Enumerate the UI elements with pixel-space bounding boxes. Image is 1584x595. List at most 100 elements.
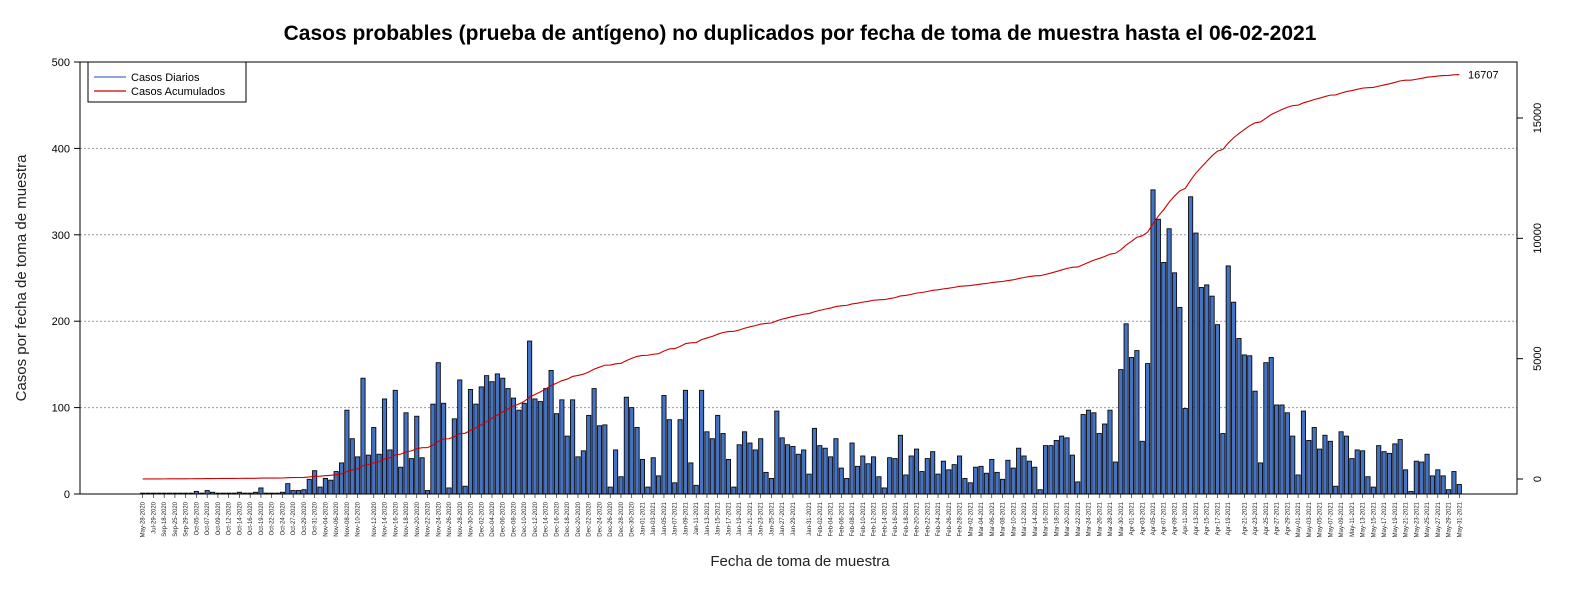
x-tick-label: Mar-20-2021 (1065, 501, 1071, 536)
x-tick-label: Jan-29-2021 (791, 501, 797, 535)
bar (1274, 404, 1280, 495)
bar (881, 487, 887, 495)
x-tick-label: Feb-16-2021 (893, 501, 899, 536)
x-tick-label: Feb-04-2021 (829, 501, 835, 536)
bar (559, 399, 565, 495)
bar (967, 482, 973, 495)
bar (521, 402, 527, 495)
x-tick-label: Apr-21-2021 (1242, 501, 1248, 535)
y-tick-label: 400 (52, 143, 70, 155)
x-tick-label: Jan-13-2021 (705, 501, 711, 535)
x-tick-label: Dec-28-2020 (619, 501, 625, 536)
x-tick-label: Jan-21-2021 (748, 501, 754, 535)
bar (1085, 409, 1092, 495)
gridlines (80, 147, 1517, 409)
bar (1360, 450, 1366, 495)
bar (1059, 435, 1065, 495)
bar (312, 470, 318, 495)
bar (328, 479, 334, 495)
bar (1333, 485, 1339, 495)
bar (1343, 435, 1349, 495)
bar (704, 431, 710, 495)
bar (1075, 481, 1081, 495)
x-tick-label: Feb-12-2021 (872, 501, 878, 536)
bar (699, 389, 705, 495)
bar (596, 425, 603, 495)
bar (1193, 232, 1199, 495)
bar (817, 445, 823, 495)
y2-tick-label: 0 (1532, 476, 1544, 482)
bar (1225, 265, 1231, 495)
legend: Casos Diarios Casos Acumulados (87, 61, 247, 103)
bar (527, 340, 533, 495)
bar (887, 457, 893, 495)
x-tick-label: Dec-24-2020 (597, 501, 603, 536)
bar (586, 414, 592, 495)
bar (435, 362, 441, 495)
x-tick-label: Dec-10-2020 (522, 501, 528, 536)
x-tick-label: Oct-09-2020 (216, 501, 222, 535)
x-tick-label: Mar-30-2021 (1119, 501, 1125, 536)
bar (570, 399, 576, 495)
bar (1145, 363, 1151, 495)
bar (1107, 409, 1113, 495)
bar (516, 409, 522, 495)
bar (919, 471, 925, 495)
bar (930, 451, 936, 495)
bar (500, 377, 506, 495)
bar (204, 490, 210, 495)
bar (688, 462, 694, 495)
x-tick-label: Feb-26-2021 (947, 501, 953, 536)
bar (414, 415, 420, 495)
x-tick-label: Dec-16-2020 (554, 501, 560, 536)
x-tick-label: Jan-27-2021 (780, 501, 786, 535)
x-tick-label: May-03-2021 (1307, 501, 1313, 537)
bar (720, 433, 726, 495)
x-tick-label: Nov-10-2020 (356, 501, 362, 536)
bar (1365, 476, 1371, 495)
bar (849, 442, 855, 495)
x-tick-label: Apr-23-2021 (1253, 501, 1259, 535)
bar (355, 456, 361, 495)
final-cumulative-label: 16707 (1468, 70, 1499, 82)
x-tick-label: May-13-2021 (1361, 501, 1367, 537)
bar (505, 388, 511, 495)
bar (983, 472, 989, 495)
x-tick-label: Mar-22-2021 (1076, 501, 1082, 536)
x-tick-label: May-11-2021 (1350, 501, 1356, 537)
x-tick-label: Mar-28-2021 (1108, 501, 1114, 536)
bar (1021, 455, 1027, 495)
x-tick-label: May-27-2021 (1436, 501, 1442, 537)
bar (978, 465, 984, 495)
x-axis-title: Fecha de toma de muestra (710, 553, 890, 570)
bar (1155, 218, 1161, 495)
x-tick-label: Mar-18-2021 (1054, 501, 1060, 536)
bar (1392, 443, 1398, 495)
cumulative-line (142, 73, 1460, 480)
x-tick-label: Feb-08-2021 (850, 501, 856, 536)
bar (441, 402, 447, 495)
x-tick-label: Nov-16-2020 (393, 501, 399, 536)
x-tick-label: Feb-20-2021 (915, 501, 921, 536)
bar (994, 471, 1000, 495)
bar (844, 478, 850, 495)
x-tick-label: Sep-29-2020 (184, 501, 190, 536)
bar (607, 486, 613, 495)
bar (613, 449, 619, 495)
x-tick-label: Apr-01-2021 (1130, 501, 1136, 535)
bar (774, 410, 780, 495)
bar (752, 449, 758, 495)
x-tick-label: May-25-2021 (1425, 501, 1431, 537)
bar (828, 456, 834, 495)
bar (408, 458, 414, 495)
bar (467, 389, 474, 495)
bar (801, 449, 807, 495)
bar (1220, 433, 1226, 495)
bar (1161, 262, 1167, 495)
x-tick-label: Jan-19-2021 (737, 501, 743, 535)
bar (1300, 410, 1307, 495)
bar (575, 456, 581, 495)
x-tick-label: Oct-05-2020 (194, 501, 200, 535)
bar (1128, 357, 1135, 495)
